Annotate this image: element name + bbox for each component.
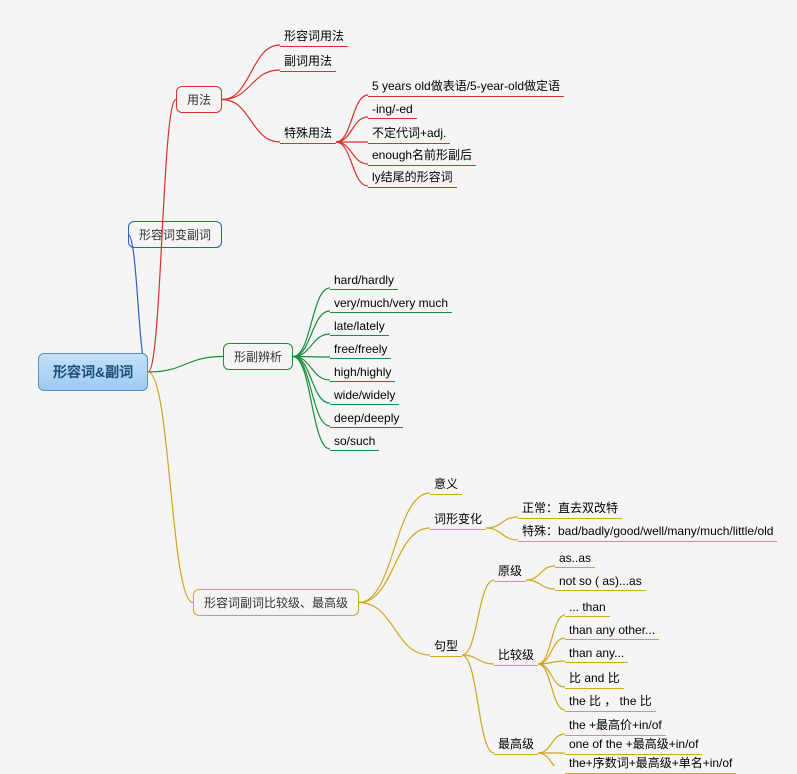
mindmap-leaf: very/much/very much: [330, 294, 452, 313]
mindmap-leaf: 形容词用法: [280, 25, 348, 47]
mindmap-leaf: deep/deeply: [330, 409, 403, 428]
node-pattern: 句型: [430, 635, 462, 657]
node-comparative: 比较级: [494, 644, 538, 666]
mindmap-leaf: 不定代词+adj.: [368, 122, 450, 144]
mindmap-leaf: the+序数词+最高级+单名+in/of: [565, 752, 736, 774]
mindmap-leaf: 意义: [430, 473, 462, 495]
mindmap-leaf: wide/widely: [330, 386, 399, 405]
mindmap-leaf: ... than: [565, 598, 610, 617]
mindmap-leaf: 特殊：bad/badly/good/well/many/much/little/…: [518, 520, 777, 542]
mindmap-leaf: high/highly: [330, 363, 395, 382]
mindmap-leaf: 5 years old做表语/5-year-old做定语: [368, 75, 564, 97]
mindmap-leaf: -ing/-ed: [368, 100, 417, 119]
mindmap-leaf: so/such: [330, 432, 379, 451]
node-positive: 原级: [494, 560, 526, 582]
root-node: 形容词&副词: [38, 353, 148, 391]
branch-convert: 形容词变副词: [128, 221, 222, 248]
mindmap-leaf: ly结尾的形容词: [368, 166, 457, 188]
mindmap-leaf: 副词用法: [280, 50, 336, 72]
node-special: 特殊用法: [280, 122, 336, 144]
mindmap-leaf: as..as: [555, 549, 595, 568]
mindmap-leaf: enough名前形副后: [368, 144, 476, 166]
mindmap-leaf: not so ( as)...as: [555, 572, 646, 591]
mindmap-leaf: than any...: [565, 644, 628, 663]
node-form: 词形变化: [430, 508, 486, 530]
mindmap-leaf: the 比 ， the 比: [565, 690, 656, 712]
mindmap-leaf: late/lately: [330, 317, 389, 336]
mindmap-leaf: 比 and 比: [565, 667, 624, 689]
node-superlative: 最高级: [494, 733, 538, 755]
mindmap-leaf: than any other...: [565, 621, 659, 640]
mindmap-leaf: free/freely: [330, 340, 391, 359]
branch-compare: 形容词副词比较级、最高级: [193, 589, 359, 616]
branch-analysis: 形副辨析: [223, 343, 293, 370]
branch-usage: 用法: [176, 86, 222, 113]
mindmap-leaf: hard/hardly: [330, 271, 398, 290]
mindmap-leaf: 正常：直去双改特: [518, 497, 622, 519]
